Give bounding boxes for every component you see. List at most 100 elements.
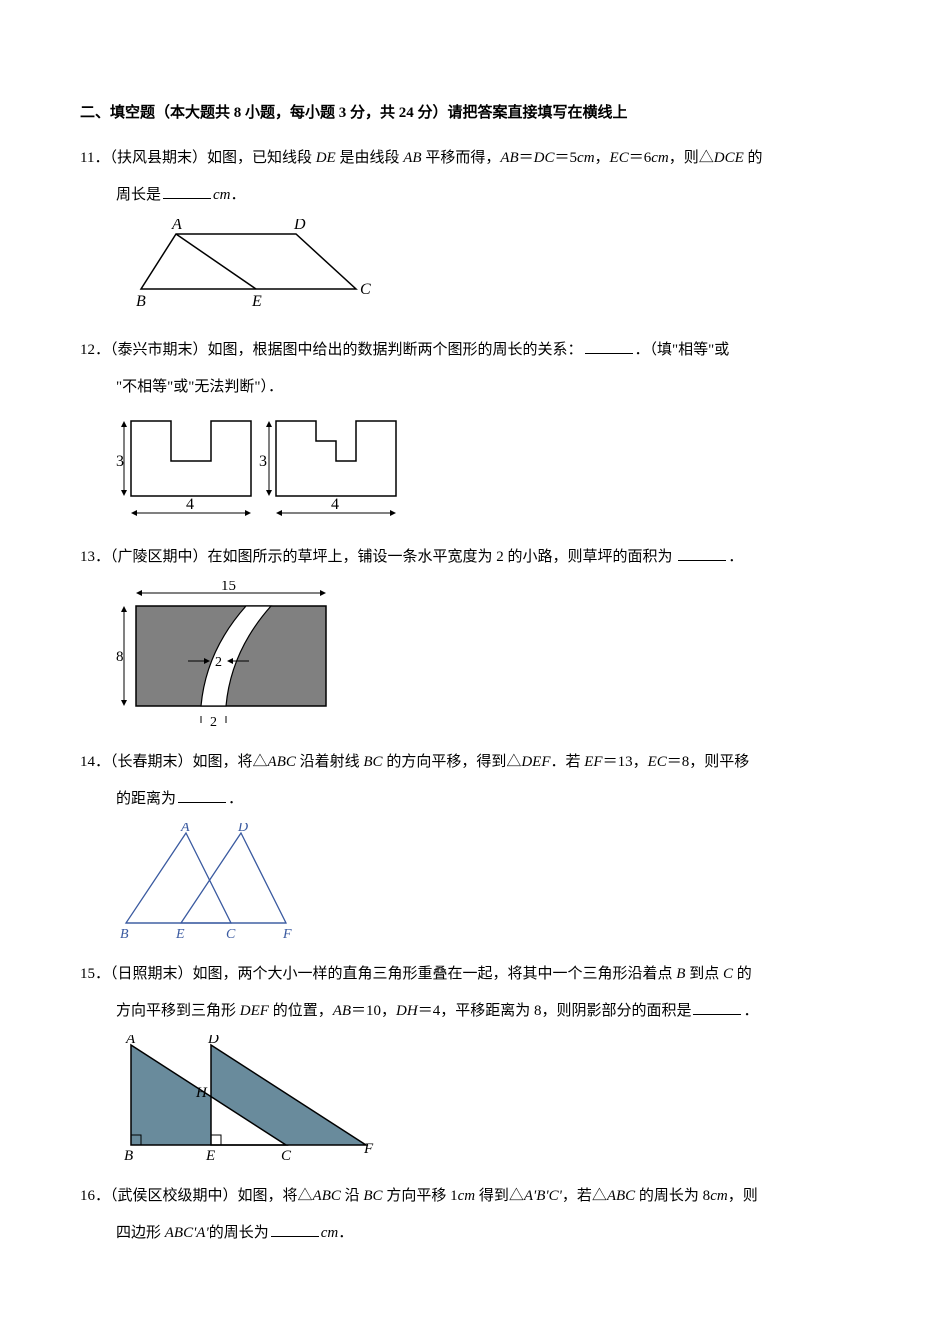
q15-eq1: ＝10， [351, 1003, 396, 1019]
q14-num: 14． [80, 754, 110, 770]
q11-num: 11． [80, 150, 109, 166]
q14-ef: EF [584, 754, 602, 770]
svg-text:H: H [195, 1085, 208, 1101]
question-15: 15．（日照期末）如图，两个大小一样的直角三角形重叠在一起，将其中一个三角形沿着… [80, 961, 870, 1165]
svg-text:C: C [281, 1148, 292, 1164]
svg-text:2: 2 [210, 715, 217, 730]
q11-de: DE [316, 150, 336, 166]
q15-c: C [723, 966, 733, 982]
q11-ec: EC [610, 150, 629, 166]
svg-text:D: D [237, 823, 248, 835]
q15-line2: 方向平移到三角形 DEF 的位置，AB＝10，DH＝4，平移距离为 8，则阴影部… [80, 998, 870, 1025]
q14-m1: 沿着射线 [296, 754, 364, 770]
q13-text: 13．（广陵区期中）在如图所示的草坪上，铺设一条水平宽度为 2 的小路，则草坪的… [80, 544, 870, 571]
q16-l2a: 四边形 [116, 1225, 165, 1241]
q15-ab: AB [333, 1003, 351, 1019]
svg-text:15: 15 [221, 581, 236, 594]
q11-eq3: ＝6 [629, 150, 652, 166]
q16-m3: 得到△ [475, 1188, 524, 1204]
q16-abc: ABC [313, 1188, 341, 1204]
q16-abca: ABC'A' [165, 1225, 209, 1241]
svg-text:B: B [120, 927, 129, 942]
svg-text:A: A [125, 1035, 136, 1047]
q11-dc: DC [534, 150, 555, 166]
q11-comma: ， [595, 150, 610, 166]
q12-tail: ．（填"相等"或 [635, 342, 730, 358]
q13-figure: 15 8 2 2 [116, 581, 870, 731]
q16-m1: 沿 [341, 1188, 364, 1204]
q14-m3: ．若 [551, 754, 585, 770]
blank [693, 999, 741, 1015]
q16-m5: 的周长为 8 [635, 1188, 710, 1204]
svg-text:3: 3 [259, 453, 267, 470]
q13-tail: ． [728, 549, 743, 565]
svg-text:C: C [360, 281, 371, 298]
question-13: 13．（广陵区期中）在如图所示的草坪上，铺设一条水平宽度为 2 的小路，则草坪的… [80, 544, 870, 731]
q15-src: （日照期末）如图，两个大小一样的直角三角形重叠在一起，将其中一个三角形沿着点 [110, 966, 676, 982]
svg-text:2: 2 [215, 655, 222, 670]
q16-cm2: cm [710, 1188, 728, 1204]
svg-text:C: C [226, 927, 236, 942]
svg-text:A: A [180, 823, 190, 835]
svg-text:4: 4 [186, 496, 194, 513]
q14-bc: BC [363, 754, 382, 770]
q15-m1: 到点 [685, 966, 723, 982]
blank [271, 1221, 319, 1237]
q14-ec: EC [648, 754, 667, 770]
q15-figure: A D H B E C F [116, 1035, 870, 1165]
q11-m3: ，则△ [669, 150, 714, 166]
q11-figure: A D C B E [116, 219, 870, 319]
q16-l2c: ． [338, 1225, 353, 1241]
q15-l2b: 的位置， [269, 1003, 333, 1019]
q14-l2: 的距离为 [116, 791, 176, 807]
question-16: 16．（武侯区校级期中）如图，将△ABC 沿 BC 方向平移 1cm 得到△A'… [80, 1183, 870, 1247]
q14-eq1: ＝13， [603, 754, 648, 770]
q15-num: 15． [80, 966, 110, 982]
q16-line2: 四边形 ABC'A'的周长为 cm． [80, 1220, 870, 1247]
q16-m2: 方向平移 1 [383, 1188, 458, 1204]
q11-src: （扶风县期末）如图，已知线段 [109, 150, 315, 166]
q15-text: 15．（日照期末）如图，两个大小一样的直角三角形重叠在一起，将其中一个三角形沿着… [80, 961, 870, 988]
q16-text: 16．（武侯区校级期中）如图，将△ABC 沿 BC 方向平移 1cm 得到△A'… [80, 1183, 870, 1210]
q11-l2b: ． [231, 187, 246, 203]
q11-line2: 周长是 cm． [80, 182, 870, 209]
q13-num: 13． [80, 549, 110, 565]
svg-text:E: E [175, 927, 185, 942]
svg-text:4: 4 [331, 496, 339, 513]
q16-abc3: ABC [607, 1188, 635, 1204]
svg-text:E: E [205, 1148, 215, 1164]
question-12: 12．（泰兴市期末）如图，根据图中给出的数据判断两个图形的周长的关系： ．（填"相… [80, 337, 870, 526]
section-header: 二、填空题（本大题共 8 小题，每小题 3 分，共 24 分）请把答案直接填写在… [80, 100, 870, 127]
q16-l2b: 的周长为 [209, 1225, 269, 1241]
q15-t1: 的 [733, 966, 752, 982]
q11-l2a: 周长是 [116, 187, 161, 203]
q14-tail: ． [228, 791, 243, 807]
q11-dce: DCE [714, 150, 744, 166]
q11-l2cm: cm [213, 187, 231, 203]
q15-tail: ． [743, 1003, 758, 1019]
q11-tail: 的 [744, 150, 763, 166]
q14-m2: 的方向平移，得到△ [383, 754, 522, 770]
svg-text:A: A [171, 219, 182, 233]
q11-ab2: AB [500, 150, 518, 166]
q16-bc: BC [363, 1188, 382, 1204]
svg-text:F: F [282, 927, 292, 942]
svg-text:B: B [124, 1148, 133, 1164]
q11-cm1: cm [577, 150, 595, 166]
blank [585, 338, 633, 354]
question-11: 11．（扶风县期末）如图，已知线段 DE 是由线段 AB 平移而得，AB＝DC＝… [80, 145, 870, 319]
q16-l2cm: cm [321, 1225, 339, 1241]
q12-src: （泰兴市期末）如图，根据图中给出的数据判断两个图形的周长的关系： [110, 342, 583, 358]
q11-m2: 平移而得， [422, 150, 501, 166]
svg-text:8: 8 [116, 649, 124, 665]
q14-line2: 的距离为 ． [80, 786, 870, 813]
q12-num: 12． [80, 342, 110, 358]
q16-src: （武侯区校级期中）如图，将△ [110, 1188, 313, 1204]
blank [678, 545, 726, 561]
q11-m1: 是由线段 [336, 150, 404, 166]
svg-text:D: D [207, 1035, 219, 1047]
q11-ab: AB [403, 150, 421, 166]
q12-figure: 3 4 3 4 [116, 411, 870, 526]
q11-cm2: cm [651, 150, 669, 166]
q14-figure: A D B E C F [116, 823, 870, 943]
